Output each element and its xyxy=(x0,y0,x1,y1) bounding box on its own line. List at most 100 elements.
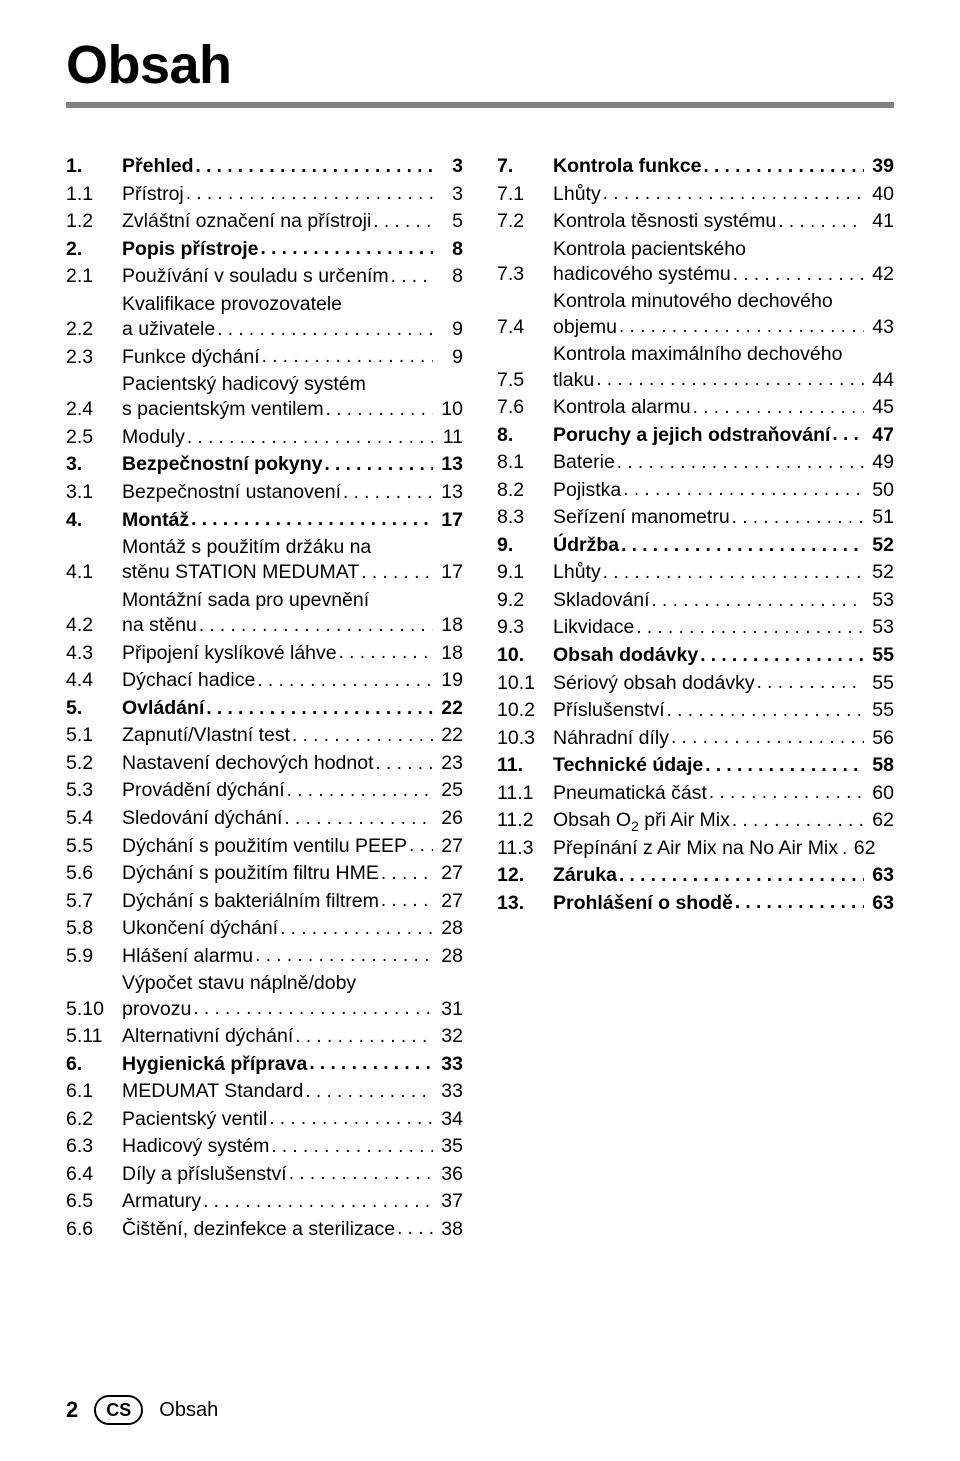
toc-entry-label: Kontrola těsnosti systému xyxy=(553,209,776,234)
toc-entry-page: 17 xyxy=(435,560,463,585)
toc-entry-number: 5.8 xyxy=(66,916,122,941)
toc-leader xyxy=(324,458,433,478)
toc-entry-number: 9.1 xyxy=(497,560,553,585)
toc-entry: 5.9Hlášení alarmu28 xyxy=(66,944,463,969)
toc-entry-label: Hlášení alarmu xyxy=(122,944,253,969)
toc-entry-number: 5.4 xyxy=(66,806,122,831)
toc-leader xyxy=(596,374,864,394)
toc-entry-body: Pacientský hadicový systéms pacientským … xyxy=(122,372,463,423)
toc-entry-label: Příslušenství xyxy=(553,698,665,723)
toc-entry-number: 4.1 xyxy=(66,560,122,585)
toc-leader xyxy=(305,1085,433,1105)
toc-entry-body: Ovládání 22 xyxy=(122,696,463,721)
toc-entry: 5.7Dýchání s bakteriálním filtrem27 xyxy=(66,889,463,914)
toc-entry-number: 6.6 xyxy=(66,1217,122,1242)
toc-entry-page: 55 xyxy=(866,698,894,723)
toc-entry: 6.3Hadicový systém35 xyxy=(66,1134,463,1159)
toc-entry-body: Kontrola minutového dechovéhoobjemu43 xyxy=(553,289,894,340)
toc-entry-number: 11. xyxy=(497,753,553,778)
toc-entry-number: 10.3 xyxy=(497,726,553,751)
toc-entry-number: 5.5 xyxy=(66,834,122,859)
toc-entry-label-extra: tlaku xyxy=(553,368,594,393)
toc-entry-page: 33 xyxy=(435,1079,463,1104)
toc-entry-label: Alternativní dýchání xyxy=(122,1024,293,1049)
toc-entry: 5.11Alternativní dýchání32 xyxy=(66,1024,463,1049)
toc-entry: 7.1Lhůty40 xyxy=(497,182,894,207)
toc-leader xyxy=(651,594,864,614)
toc-entry: 2.4Pacientský hadicový systéms pacientsk… xyxy=(66,372,463,423)
toc-entry-page: 49 xyxy=(866,450,894,475)
toc-entry-label: Zapnutí/Vlastní test xyxy=(122,723,290,748)
toc-entry: 3.1Bezpečnostní ustanovení13 xyxy=(66,480,463,505)
toc-entry-label: Kontrola funkce xyxy=(553,154,701,179)
toc-entry-label: Obsah O2 při Air Mix xyxy=(553,808,730,833)
toc-entry-body: Bezpečnostní ustanovení13 xyxy=(122,480,463,505)
toc-leader xyxy=(262,350,433,370)
toc-leader xyxy=(700,649,864,669)
toc-entry-page: 56 xyxy=(866,726,894,751)
toc-entry-body: Sériový obsah dodávky55 xyxy=(553,671,894,696)
toc-entry-label: Prohlášení o shodě xyxy=(553,891,733,916)
toc-entry: 4.1Montáž s použitím držáku nastěnu STAT… xyxy=(66,535,463,586)
toc-leader xyxy=(289,1168,433,1188)
footer-page-number: 2 xyxy=(66,1397,78,1423)
toc-entry-page: 35 xyxy=(435,1134,463,1159)
toc-leader xyxy=(732,511,864,531)
toc-entry-body: Kontrola těsnosti systému41 xyxy=(553,209,894,234)
toc-entry-body: Kontrola pacientskéhohadicového systému4… xyxy=(553,237,894,288)
toc-entry: 6.Hygienická příprava33 xyxy=(66,1052,463,1077)
toc-entry: 5.10Výpočet stavu náplně/dobyprovozu31 xyxy=(66,971,463,1022)
toc-entry-page: 22 xyxy=(435,696,463,721)
toc-entry-number: 7.2 xyxy=(497,209,553,234)
toc-leader xyxy=(832,429,864,449)
toc-entry: 2.3Funkce dýchání9 xyxy=(66,345,463,370)
toc-entry-number: 9.3 xyxy=(497,615,553,640)
toc-entry-page: 60 xyxy=(866,781,894,806)
toc-entry-number: 8. xyxy=(497,423,553,448)
toc-entry-body: Montáž17 xyxy=(122,508,463,533)
toc-entry-number: 13. xyxy=(497,891,553,916)
toc-entry-page: 43 xyxy=(866,315,894,340)
toc-entry-body: Funkce dýchání9 xyxy=(122,345,463,370)
toc-entry-label: Údržba xyxy=(553,533,619,558)
toc-entry-page: 25 xyxy=(435,778,463,803)
toc-entry-page: 40 xyxy=(866,182,894,207)
toc-leader xyxy=(733,268,864,288)
toc-entry-number: 7.6 xyxy=(497,395,553,420)
toc-entry-label: Hygienická příprava xyxy=(122,1052,307,1077)
toc-entry-page: 10 xyxy=(435,397,463,422)
toc-leader xyxy=(295,1030,433,1050)
toc-entry-number: 2.3 xyxy=(66,345,122,370)
toc-entry: 6.5Armatury37 xyxy=(66,1189,463,1214)
toc-entry-page: 33 xyxy=(435,1052,463,1077)
toc-entry-body: Kontrola alarmu45 xyxy=(553,395,894,420)
toc-entry-body: Dýchání s použitím ventilu PEEP27 xyxy=(122,834,463,859)
toc-entry-body: Provádění dýchání25 xyxy=(122,778,463,803)
toc-leader xyxy=(193,1002,433,1022)
toc-entry: 8.3Seřízení manometru51 xyxy=(497,505,894,530)
toc-entry-body: Náhradní díly56 xyxy=(553,726,894,751)
toc-entry-label-extra: stěnu STATION MEDUMAT xyxy=(122,560,359,585)
toc-entry-label: Lhůty xyxy=(553,560,601,585)
toc-entry-number: 11.1 xyxy=(497,781,553,806)
page-footer: 2 CS Obsah xyxy=(66,1395,218,1425)
toc-entry-page: 53 xyxy=(866,588,894,613)
toc-leader xyxy=(257,674,433,694)
toc-entry-number: 8.1 xyxy=(497,450,553,475)
toc-entry: 1.2Zvláštní označení na přístroji5 xyxy=(66,209,463,234)
toc-leader xyxy=(191,513,433,533)
toc-entry-body: Sledování dýchání26 xyxy=(122,806,463,831)
toc-entry: 5.1Zapnutí/Vlastní test22 xyxy=(66,723,463,748)
toc-entry-label-extra: na stěnu xyxy=(122,613,197,638)
toc-entry-label: Montážní sada pro upevnění xyxy=(122,588,463,613)
toc-entry: 8.Poruchy a jejich odstraňování47 xyxy=(497,423,894,448)
toc-entry-page: 13 xyxy=(435,452,463,477)
toc-entry-label: Pneumatická část xyxy=(553,781,707,806)
toc-entry-label: Ovládání xyxy=(122,696,204,721)
toc-entry-label: Dýchání s použitím filtru HME xyxy=(122,861,379,886)
toc-entry-page: 8 xyxy=(435,264,463,289)
toc-entry-number: 7.4 xyxy=(497,315,553,340)
toc-entry-label: Sledování dýchání xyxy=(122,806,282,831)
toc-entry: 7.6Kontrola alarmu45 xyxy=(497,395,894,420)
toc-entry-label: Likvidace xyxy=(553,615,634,640)
